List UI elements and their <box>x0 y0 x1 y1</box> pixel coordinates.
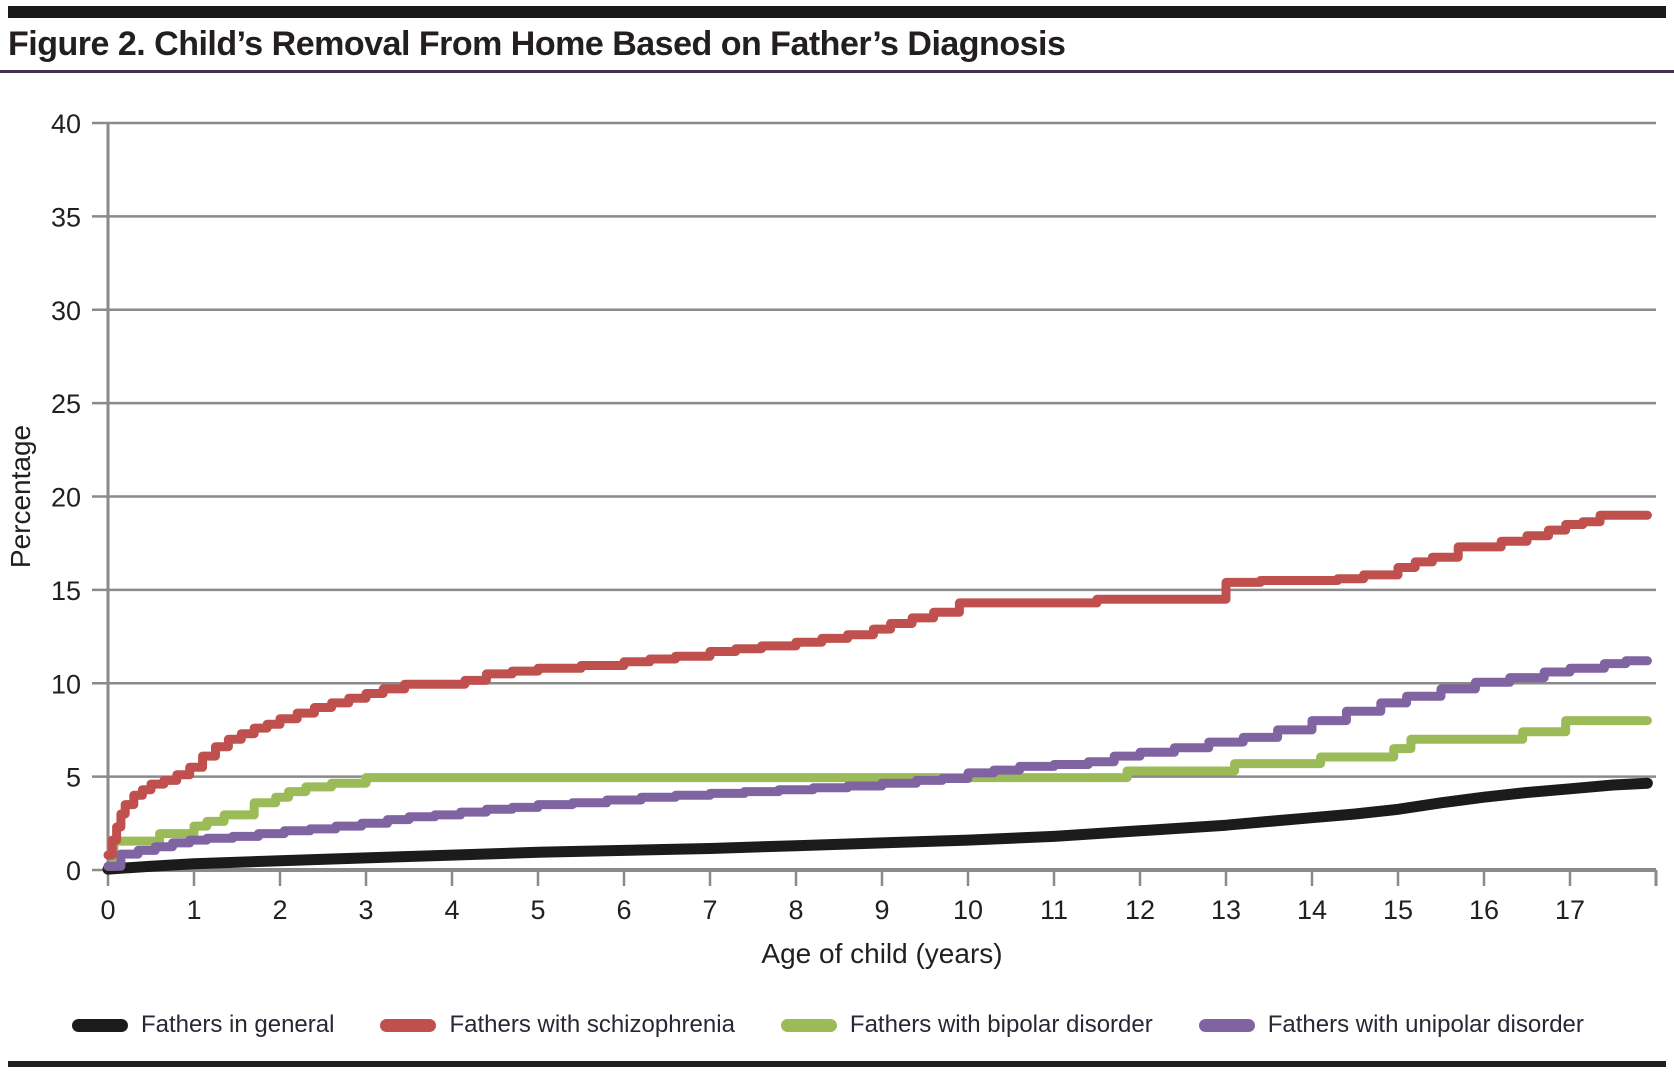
legend-item-unipolar: Fathers with unipolar disorder <box>1198 1011 1584 1039</box>
x-tick-label: 5 <box>530 895 545 925</box>
x-tick-label: 8 <box>788 895 803 925</box>
series-unipolar <box>103 656 1652 871</box>
x-tick-label: 16 <box>1469 895 1499 925</box>
x-tick-label: 0 <box>100 895 115 925</box>
bottom-rule <box>8 1061 1666 1067</box>
x-tick-label: 6 <box>616 895 631 925</box>
x-tick-label: 12 <box>1125 895 1155 925</box>
x-tick-label: 1 <box>186 895 201 925</box>
y-tick-label: 20 <box>51 483 81 513</box>
y-tick-label: 15 <box>51 576 81 606</box>
series-general <box>102 777 1653 875</box>
chart-legend: Fathers in general Fathers with schizoph… <box>72 1011 1674 1039</box>
legend-label-unipolar: Fathers with unipolar disorder <box>1267 1011 1584 1038</box>
legend-item-bipolar: Fathers with bipolar disorder <box>780 1011 1153 1039</box>
legend-swatch-general <box>72 1018 128 1032</box>
title-rule <box>0 70 1674 73</box>
x-tick-label: 17 <box>1555 895 1585 925</box>
y-tick-label: 40 <box>51 109 81 139</box>
top-accent-bar <box>8 6 1666 18</box>
legend-swatch-unipolar <box>1198 1018 1255 1032</box>
legend-swatch-bipolar <box>780 1018 837 1032</box>
figure-page: { "figure": { "title": "Figure 2. Child’… <box>0 6 1674 1092</box>
y-tick-label: 25 <box>51 389 81 419</box>
x-tick-label: 3 <box>358 895 373 925</box>
x-tick-label: 14 <box>1297 895 1327 925</box>
legend-item-general: Fathers in general <box>72 1011 334 1039</box>
x-tick-label: 13 <box>1211 895 1241 925</box>
x-axis-title: Age of child (years) <box>761 938 1002 969</box>
x-tick-label: 9 <box>874 895 889 925</box>
x-tick-label: 4 <box>444 895 459 925</box>
legend-label-schizophrenia: Fathers with schizophrenia <box>449 1011 735 1038</box>
y-tick-label: 10 <box>51 669 81 699</box>
y-axis-title: Percentage <box>5 425 36 568</box>
y-tick-label: 5 <box>66 763 81 793</box>
chart-area: 0 5 10 15 20 25 30 35 40 0 1 2 3 4 5 6 7 8 9 10 11 12 13 14 15 16… <box>0 73 1674 1039</box>
x-tick-label: 2 <box>272 895 287 925</box>
legend-label-general: Fathers in general <box>141 1011 335 1038</box>
figure-title: Figure 2. Child’s Removal From Home Base… <box>8 25 1066 63</box>
x-tick-label: 10 <box>953 895 983 925</box>
series-schizophrenia <box>103 510 1652 860</box>
x-tick-label: 11 <box>1040 895 1068 925</box>
x-tick-label: 7 <box>702 895 717 925</box>
y-tick-label: 0 <box>66 856 81 886</box>
legend-label-bipolar: Fathers with bipolar disorder <box>849 1011 1153 1038</box>
series-bipolar <box>103 716 1652 871</box>
x-tick-label: 15 <box>1383 895 1413 925</box>
y-tick-label: 35 <box>51 202 81 232</box>
legend-item-schizophrenia: Fathers with schizophrenia <box>380 1011 735 1039</box>
legend-swatch-schizophrenia <box>380 1018 437 1032</box>
y-tick-label: 30 <box>51 296 81 326</box>
